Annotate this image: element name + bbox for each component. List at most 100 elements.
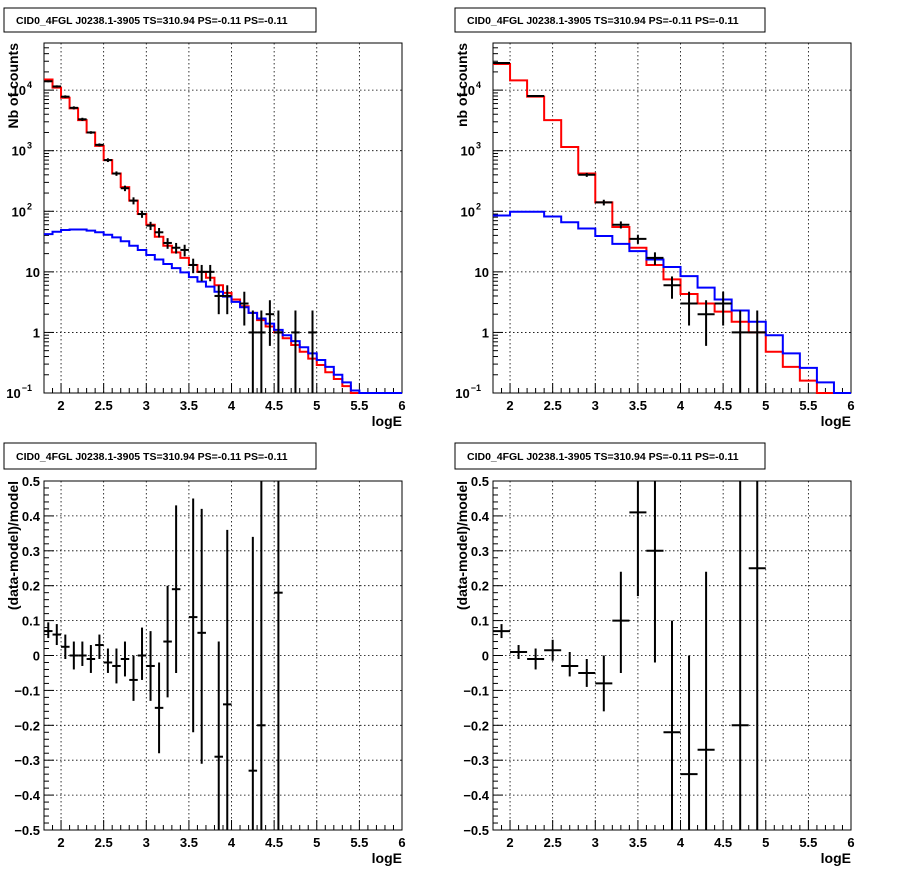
- data-point: [69, 641, 79, 670]
- x-tick-label: 2: [57, 835, 64, 850]
- y-tick-label: 103: [12, 141, 32, 159]
- data-point: [112, 171, 121, 176]
- y-tick-base: 10: [26, 265, 40, 280]
- x-tick-label: 2.5: [95, 398, 113, 413]
- data-point: [214, 641, 223, 830]
- y-tick-label: −0.1: [14, 683, 40, 698]
- y-tick-label: 0.4: [471, 509, 490, 524]
- plot-frame: [43, 42, 403, 394]
- y-tick-label: 104: [461, 80, 481, 98]
- data-point: [274, 310, 283, 393]
- y-tick-base: 1: [33, 325, 40, 340]
- data-point: [595, 655, 613, 712]
- data-point: [78, 117, 87, 121]
- x-tick-label: 2: [57, 398, 64, 413]
- y-tick-label: 0.3: [22, 544, 40, 559]
- data-point: [197, 264, 206, 282]
- x-tick-label: 2: [506, 835, 513, 850]
- y-tick-label: 104: [12, 80, 32, 98]
- data-point: [544, 639, 562, 661]
- y-tick-exponent: −1: [22, 383, 32, 393]
- title-box: [454, 7, 766, 33]
- y-axis-label: (data-model)/model: [454, 481, 470, 610]
- data-point: [578, 658, 596, 687]
- y-tick-base: 0.4: [471, 509, 490, 524]
- y-tick-label: 103: [461, 141, 481, 159]
- data-point: [146, 221, 155, 231]
- data-point: [493, 624, 511, 639]
- y-tick-base: 10: [461, 204, 475, 219]
- x-axis-label: logE: [372, 413, 402, 429]
- y-tick-base: 10: [6, 386, 20, 401]
- y-tick-label: −0.3: [463, 753, 489, 768]
- chart-panel-3: CID0_4FGL J0238.1-3905 TS=310.94 PS=-0.1…: [3, 442, 406, 866]
- y-tick-base: 10: [12, 83, 26, 98]
- y-axis-label: nb of counts: [454, 43, 470, 127]
- y-tick-label: 102: [461, 201, 481, 219]
- data-point: [95, 634, 104, 659]
- plot-frame: [492, 42, 852, 394]
- data-point: [697, 571, 715, 830]
- data-point: [714, 291, 732, 326]
- data-point: [120, 641, 130, 677]
- y-tick-label: 0: [482, 649, 489, 664]
- x-tick-label: 5.5: [350, 835, 368, 850]
- data-point: [240, 291, 249, 326]
- x-tick-label: 2.5: [95, 835, 113, 850]
- y-tick-exponent: 2: [27, 201, 32, 211]
- y-tick-label: 10: [26, 265, 40, 280]
- data-point: [629, 234, 647, 244]
- data-point: [680, 655, 698, 830]
- y-tick-label: 102: [12, 201, 32, 219]
- x-tick-label: 5.5: [799, 398, 817, 413]
- y-tick-exponent: 3: [476, 141, 481, 151]
- data-point: [180, 244, 189, 257]
- data-point: [171, 505, 181, 673]
- data-point: [308, 310, 317, 393]
- data-point: [163, 585, 172, 698]
- y-tick-base: 0.2: [22, 579, 40, 594]
- y-tick-label: −0.1: [463, 683, 489, 698]
- y-tick-base: −0.3: [463, 753, 489, 768]
- chart-title: CID0_4FGL J0238.1-3905 TS=310.94 PS=-0.1…: [467, 15, 739, 27]
- x-tick-label: 5: [313, 835, 320, 850]
- x-tick-label: 6: [847, 835, 854, 850]
- x-tick-label: 5.5: [799, 835, 817, 850]
- x-tick-label: 5: [313, 398, 320, 413]
- data-point: [163, 238, 172, 249]
- data-point: [248, 536, 258, 830]
- y-tick-label: −0.4: [14, 788, 40, 803]
- y-tick-label: 0.5: [471, 474, 489, 489]
- x-tick-label: 4.5: [714, 835, 732, 850]
- y-tick-base: 0.1: [22, 614, 40, 629]
- title-box: [3, 442, 317, 470]
- data-point: [578, 172, 596, 177]
- x-tick-label: 4.5: [265, 835, 283, 850]
- data-point: [61, 634, 70, 659]
- data-point: [697, 300, 715, 346]
- data-point: [154, 227, 164, 238]
- model-background-line: [493, 210, 851, 394]
- data-point: [527, 95, 545, 98]
- data-point: [137, 210, 147, 218]
- data-point: [188, 498, 198, 733]
- y-tick-base: 0.1: [471, 614, 489, 629]
- y-tick-label: −0.5: [463, 823, 489, 838]
- chart-title: CID0_4FGL J0238.1-3905 TS=310.94 PS=-0.1…: [16, 15, 288, 27]
- x-tick-label: 6: [398, 835, 405, 850]
- y-tick-base: 10: [461, 144, 475, 159]
- data-point: [52, 624, 62, 646]
- data-point: [223, 285, 232, 315]
- data-point: [248, 310, 258, 393]
- chart-title: CID0_4FGL J0238.1-3905 TS=310.94 PS=-0.1…: [467, 451, 739, 463]
- x-tick-label: 4.5: [714, 398, 732, 413]
- y-tick-label: 10−1: [455, 383, 481, 401]
- data-point: [44, 80, 53, 83]
- data-point: [612, 571, 630, 673]
- x-tick-label: 5: [762, 398, 769, 413]
- y-tick-label: −0.2: [14, 718, 40, 733]
- data-point: [129, 197, 138, 205]
- y-tick-label: 0.2: [471, 579, 489, 594]
- y-tick-base: 0.5: [471, 474, 489, 489]
